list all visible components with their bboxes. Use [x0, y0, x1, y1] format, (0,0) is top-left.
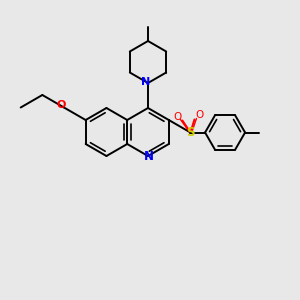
- Text: O: O: [173, 112, 181, 122]
- Text: O: O: [195, 110, 204, 121]
- Text: N: N: [144, 151, 154, 164]
- Text: N: N: [141, 77, 151, 87]
- Text: S: S: [186, 126, 195, 139]
- Text: O: O: [56, 100, 66, 110]
